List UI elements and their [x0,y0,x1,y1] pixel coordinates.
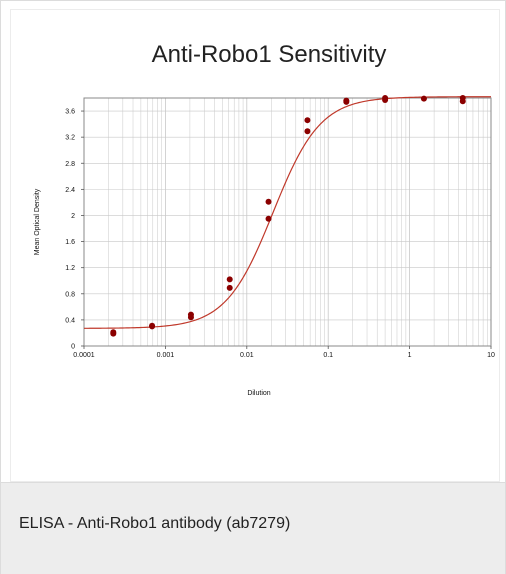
data-point [343,98,350,105]
y-tick-label: 2 [71,213,75,220]
y-tick-label: 0.4 [65,317,75,324]
plot-area-frame [83,97,492,347]
y-tick-label: 0.8 [65,291,75,298]
data-point [304,128,311,135]
x-tick-label: 0.1 [323,352,333,359]
x-tick-label: 0.001 [157,352,175,359]
data-point [459,98,466,105]
x-tick-label: 1 [408,352,412,359]
y-tick-label: 1.6 [65,239,75,246]
data-point [110,330,117,337]
chart-panel [10,9,500,482]
y-axis-ticks: 0 0.4 0.8 1.2 1.6 2 2.4 2.8 3.2 3.6 [65,109,84,351]
data-point [265,198,272,205]
y-tick-label: 3.2 [65,135,75,142]
grid [84,98,491,346]
caption-bar: ELISA - Anti-Robo1 antibody (ab7279) [1,482,505,574]
y-tick-label: 2.8 [65,161,75,168]
data-point [265,215,272,222]
chart-title: Anti-Robo1 Sensitivity [152,41,387,68]
y-tick-label: 2.4 [65,187,75,194]
data-point [226,284,233,291]
x-tick-label: 0.01 [240,352,254,359]
data-point [149,322,156,329]
data-point [226,276,233,283]
y-tick-label: 0 [71,344,75,351]
x-axis-label: Dilution [247,390,270,397]
data-point [304,117,311,124]
x-tick-label: 0.0001 [73,352,95,359]
data-point [382,96,389,103]
y-tick-label: 3.6 [65,109,75,116]
data-point [187,311,194,318]
y-tick-label: 1.2 [65,265,75,272]
x-tick-label: 10 [487,352,495,359]
elisa-sensitivity-chart: Anti-Robo1 Sensitivity 0 0.4 0.8 1.2 1.6 2 2.4… [34,41,495,397]
x-axis-ticks: 0.0001 0.001 0.01 0.1 1 10 [73,346,495,359]
caption-text: ELISA - Anti-Robo1 antibody (ab7279) [19,515,291,532]
data-point [420,95,427,102]
y-axis-label: Mean Optical Density [34,188,41,255]
data-points [110,95,466,337]
